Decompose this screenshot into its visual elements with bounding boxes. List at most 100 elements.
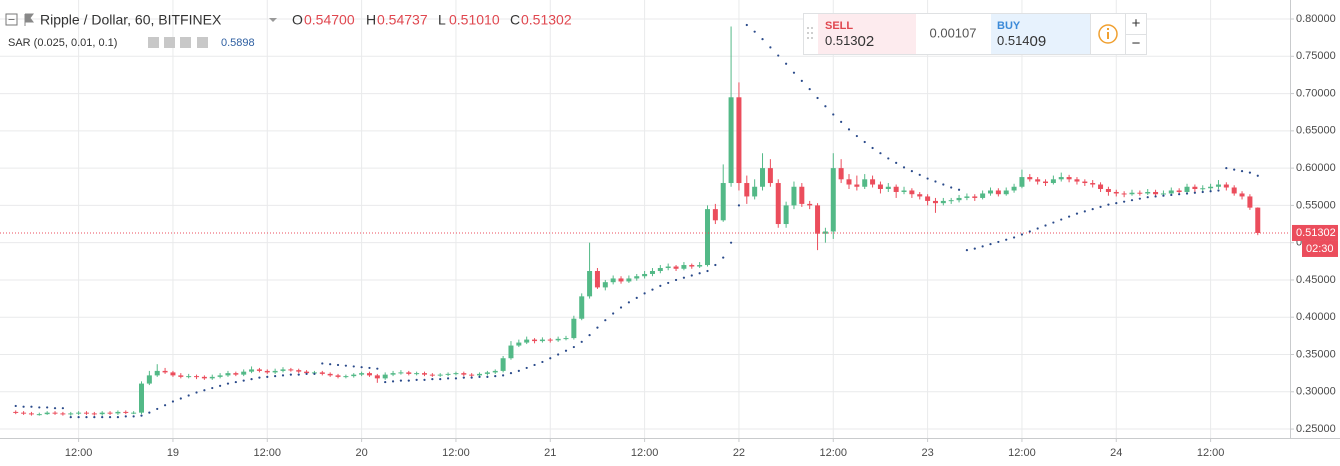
candle-body xyxy=(1137,192,1143,194)
sar-dot xyxy=(627,301,630,304)
sar-dot xyxy=(1146,196,1149,199)
drag-handle[interactable] xyxy=(807,27,813,39)
sar-dot xyxy=(580,340,583,343)
sar-dot xyxy=(564,349,568,352)
dropdown-arrow[interactable] xyxy=(269,18,277,22)
sar-dot xyxy=(250,378,253,381)
candle-body xyxy=(657,268,663,272)
candle-body xyxy=(461,373,467,375)
candle-body xyxy=(846,179,852,185)
sar-dot xyxy=(572,345,575,349)
sar-dot xyxy=(1028,230,1031,233)
sar-dot xyxy=(187,394,190,397)
sell-price: 0.51302 xyxy=(825,33,874,50)
sar-dot xyxy=(399,379,403,382)
candle-body xyxy=(1160,193,1166,195)
sar-dot xyxy=(454,377,458,380)
sar-dot xyxy=(494,375,497,378)
sar-dot xyxy=(305,372,308,375)
candle-body xyxy=(532,339,538,342)
sar-dot xyxy=(1083,210,1086,213)
candle-body xyxy=(154,370,160,376)
candle-body xyxy=(477,373,483,376)
spread: 0.00107 xyxy=(930,25,977,40)
sar-dot xyxy=(368,366,371,370)
x-tick-label: 19 xyxy=(167,447,179,459)
settings-icon[interactable] xyxy=(164,37,175,48)
candle-body xyxy=(980,193,986,198)
eye-icon[interactable] xyxy=(148,37,159,48)
candle-body xyxy=(940,200,946,204)
candle-body xyxy=(343,376,349,378)
sar-dot xyxy=(93,416,96,419)
sar-dot xyxy=(981,245,984,248)
y-tick-label: 0.80000 xyxy=(1296,13,1336,25)
sar-dot xyxy=(486,375,489,378)
candle-body xyxy=(201,376,207,379)
sar-dot xyxy=(203,389,206,392)
remove-icon[interactable] xyxy=(197,37,208,48)
candle-body xyxy=(453,373,459,375)
sar-dot xyxy=(840,120,843,123)
candle-body xyxy=(1082,181,1088,184)
candle-body xyxy=(115,411,121,414)
sell-price-small: 0.513 xyxy=(825,33,858,48)
candle-body xyxy=(249,369,255,372)
candle-body xyxy=(689,265,695,267)
candle-body xyxy=(838,168,844,180)
sar-dot xyxy=(682,276,686,279)
candle-body xyxy=(862,179,868,187)
sar-dot xyxy=(965,249,969,252)
candle-body xyxy=(406,372,412,374)
candle-body xyxy=(673,266,679,269)
y-tick-label: 0.40000 xyxy=(1296,311,1336,323)
sell-button[interactable] xyxy=(818,14,916,54)
candle-body xyxy=(225,373,231,376)
sar-dot xyxy=(808,87,811,91)
candle-body xyxy=(186,376,192,378)
candle-body xyxy=(414,373,420,375)
zoom-in[interactable]: + xyxy=(1132,15,1141,32)
candle-body xyxy=(736,97,742,184)
candle-body xyxy=(1090,183,1096,185)
sar-dot xyxy=(1185,192,1189,195)
marks xyxy=(0,23,1290,419)
sar-dot xyxy=(407,379,410,382)
sar-dot xyxy=(596,326,599,329)
sar-dot xyxy=(1193,191,1196,194)
y-tick-label: 0.65000 xyxy=(1296,125,1336,137)
candle-body xyxy=(1200,188,1206,190)
candle-body xyxy=(107,412,113,414)
indicator-title[interactable]: SAR (0.025, 0.01, 0.1) xyxy=(8,37,117,49)
sar-dot xyxy=(30,405,33,408)
ohlc-value: 0.54737 xyxy=(377,12,428,28)
sar-dot xyxy=(258,376,261,379)
info-icon[interactable] xyxy=(1098,24,1118,44)
sar-dot xyxy=(1154,195,1157,198)
zoom-out[interactable]: − xyxy=(1132,35,1141,52)
buy-button[interactable] xyxy=(991,14,1090,54)
y-tick-label: 0.25000 xyxy=(1296,423,1336,435)
grid xyxy=(0,0,1290,438)
sar-dot xyxy=(659,284,662,288)
candle-body xyxy=(563,338,569,340)
candle-body xyxy=(217,375,223,377)
indicator-value: 0.5898 xyxy=(221,37,255,49)
candle-body xyxy=(626,278,632,282)
candle-body xyxy=(1113,191,1119,194)
collapse-icon[interactable] xyxy=(5,13,18,26)
sar-dot xyxy=(942,183,945,186)
candle-body xyxy=(304,371,310,374)
candle-body xyxy=(964,196,970,198)
sar-dot xyxy=(1091,208,1094,211)
symbol-title[interactable]: Ripple / Dollar, 60, BITFINEX xyxy=(40,12,222,28)
candle-body xyxy=(68,413,74,415)
sar-dot xyxy=(895,161,898,164)
more-icon[interactable] xyxy=(180,37,191,48)
sar-dot xyxy=(761,38,764,41)
candle-body xyxy=(351,374,357,377)
flag-icon xyxy=(24,13,34,26)
candle-body xyxy=(1184,186,1190,192)
sar-dot xyxy=(973,247,976,250)
sar-dot xyxy=(171,400,175,403)
